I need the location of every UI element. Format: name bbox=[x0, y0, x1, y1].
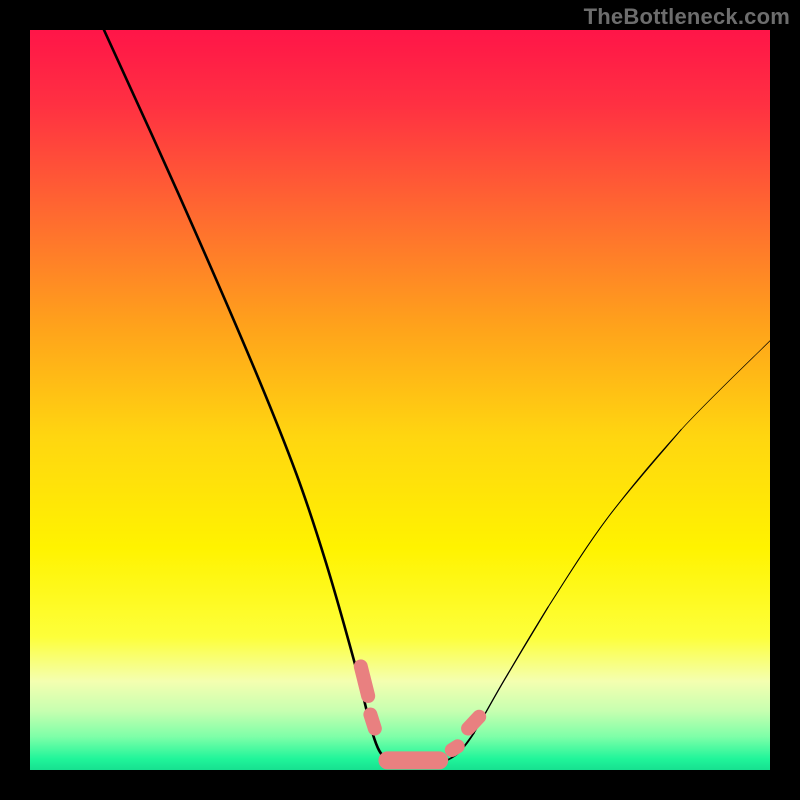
trough-marker bbox=[468, 717, 479, 729]
bottleneck-curve-chart bbox=[0, 0, 800, 800]
trough-marker bbox=[452, 746, 458, 750]
trough-marker bbox=[361, 666, 368, 696]
plot-background bbox=[30, 30, 770, 770]
trough-marker bbox=[370, 715, 374, 729]
chart-frame: TheBottleneck.com bbox=[0, 0, 800, 800]
